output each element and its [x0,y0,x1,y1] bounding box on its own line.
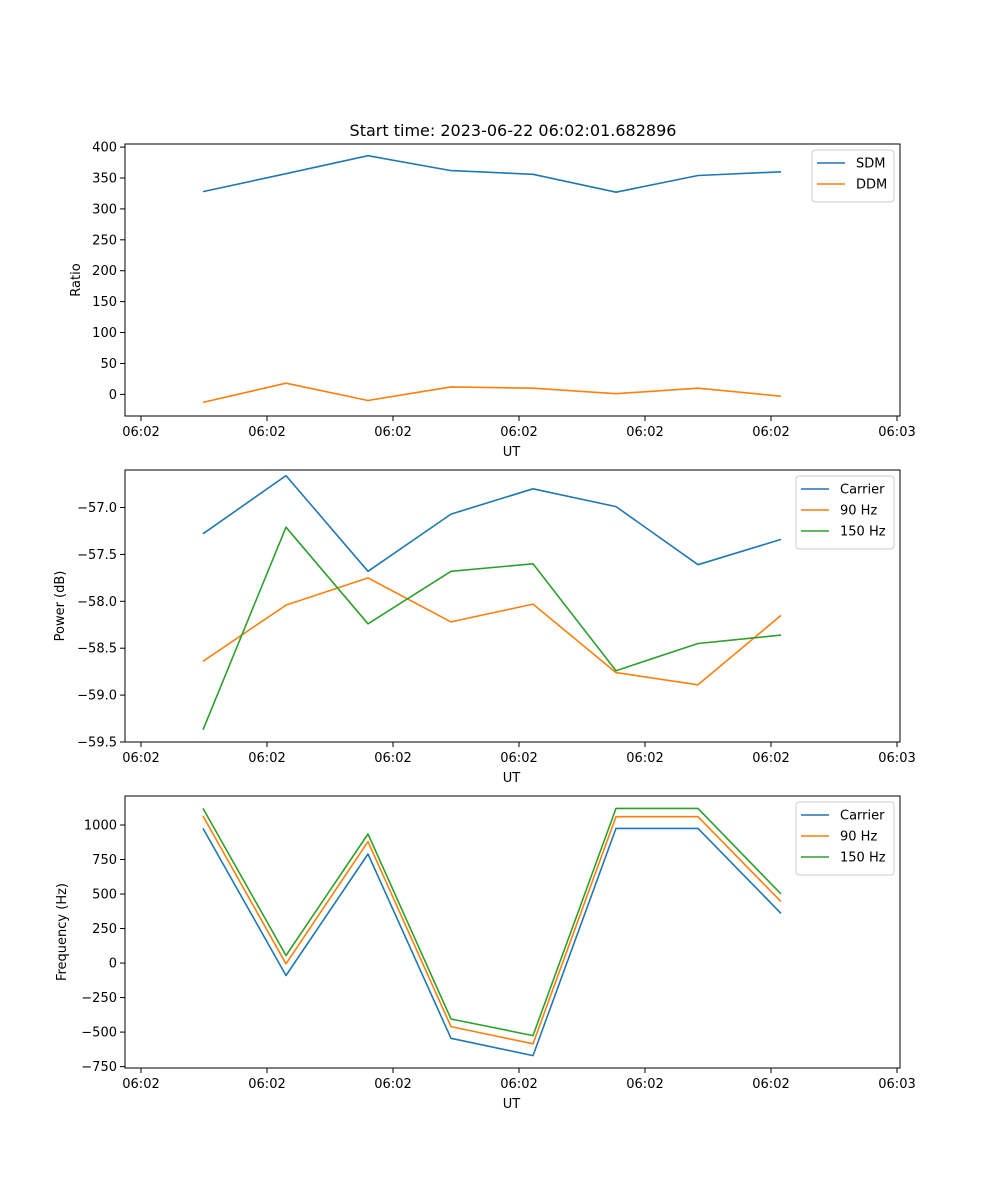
legend-label: 150 Hz [840,851,886,866]
panels: 06:02 06:02 06:02 06:02 06:02 06:02 06:03 0 50 10… [53,141,916,1112]
x-tick-label: 06:02 [626,1077,663,1092]
legend-label: DDM [856,178,887,193]
y-tick-label: −59.0 [77,689,117,704]
x-tick-label: 06:02 [626,425,663,440]
legend-label: Carrier [840,809,885,824]
chart-panel-1: 06:02 06:02 06:02 06:02 06:02 06:02 06:03 0 50 10… [69,141,916,460]
y-tick-label: 0 [109,388,117,403]
y-tick-label: −500 [81,1026,117,1041]
legend-label: 150 Hz [840,525,886,540]
y-tick-label: 1000 [84,818,117,833]
x-tick-label: 06:02 [626,751,663,766]
series-line-ddm [202,382,782,404]
x-tick-label: 06:02 [500,751,537,766]
x-tick-label: 06:02 [374,1077,411,1092]
axes-frame [124,143,901,417]
figure-title: Start time: 2023-06-22 06:02:01.682896 [350,121,677,140]
series-line-150-hz [202,807,782,1037]
y-tick-label: 350 [92,172,117,187]
series-line-90-hz [202,815,782,1045]
y-axis-label: Ratio [69,263,84,296]
y-tick-label: −59.5 [77,736,117,751]
x-tick-label: 06:02 [248,751,285,766]
series-line-carrier [202,827,782,1057]
series-line-90-hz [202,577,782,686]
legend-label: 90 Hz [840,830,877,845]
axes-frame [124,469,901,743]
x-tick-label: 06:02 [248,1077,285,1092]
x-tick-label: 06:02 [374,425,411,440]
y-tick-label: 50 [100,357,117,372]
y-tick-label: 150 [92,295,117,310]
y-tick-label: 100 [92,326,117,341]
y-tick-label: 500 [92,888,117,903]
series-line-sdm [202,154,782,193]
y-tick-label: 300 [92,202,117,217]
chart-panel-3: 06:02 06:02 06:02 06:02 06:02 06:02 06:03 1000 7… [55,795,916,1112]
x-tick-label: 06:03 [878,425,915,440]
y-tick-label: −250 [81,991,117,1006]
x-tick-label: 06:02 [752,751,789,766]
legend-label: 90 Hz [840,504,877,519]
y-tick-label: 0 [109,957,117,972]
y-tick-label: −58.5 [77,642,117,657]
series-line-carrier [202,474,782,573]
legend-label: SDM [856,157,885,172]
x-tick-label: 06:02 [500,425,537,440]
chart-panel-2: 06:02 06:02 06:02 06:02 06:02 06:02 06:03 −57.0… [53,469,916,786]
x-tick-label: 06:02 [122,751,159,766]
series-line-150-hz [202,526,782,731]
x-tick-label: 06:02 [248,425,285,440]
x-tick-label: 06:02 [500,1077,537,1092]
y-tick-label: −57.5 [77,548,117,563]
x-tick-label: 06:02 [752,1077,789,1092]
x-axis-label: UT [503,771,521,786]
legend-label: Carrier [840,483,885,498]
x-axis-label: UT [503,445,521,460]
x-tick-label: 06:03 [878,1077,915,1092]
axes-frame [124,795,901,1069]
x-tick-label: 06:02 [122,1077,159,1092]
y-tick-label: −750 [81,1060,117,1075]
y-tick-label: −58.0 [77,595,117,610]
y-tick-label: 400 [92,141,117,156]
y-tick-label: 250 [92,233,117,248]
x-tick-label: 06:02 [752,425,789,440]
y-axis-label: Frequency (Hz) [55,883,70,981]
y-axis-label: Power (dB) [53,571,68,642]
y-tick-label: 200 [92,264,117,279]
x-tick-label: 06:02 [374,751,411,766]
y-tick-label: 750 [92,853,117,868]
x-tick-label: 06:03 [878,751,915,766]
y-tick-label: 250 [92,922,117,937]
x-tick-label: 06:02 [122,425,159,440]
y-tick-label: −57.0 [77,501,117,516]
x-axis-label: UT [503,1097,521,1112]
